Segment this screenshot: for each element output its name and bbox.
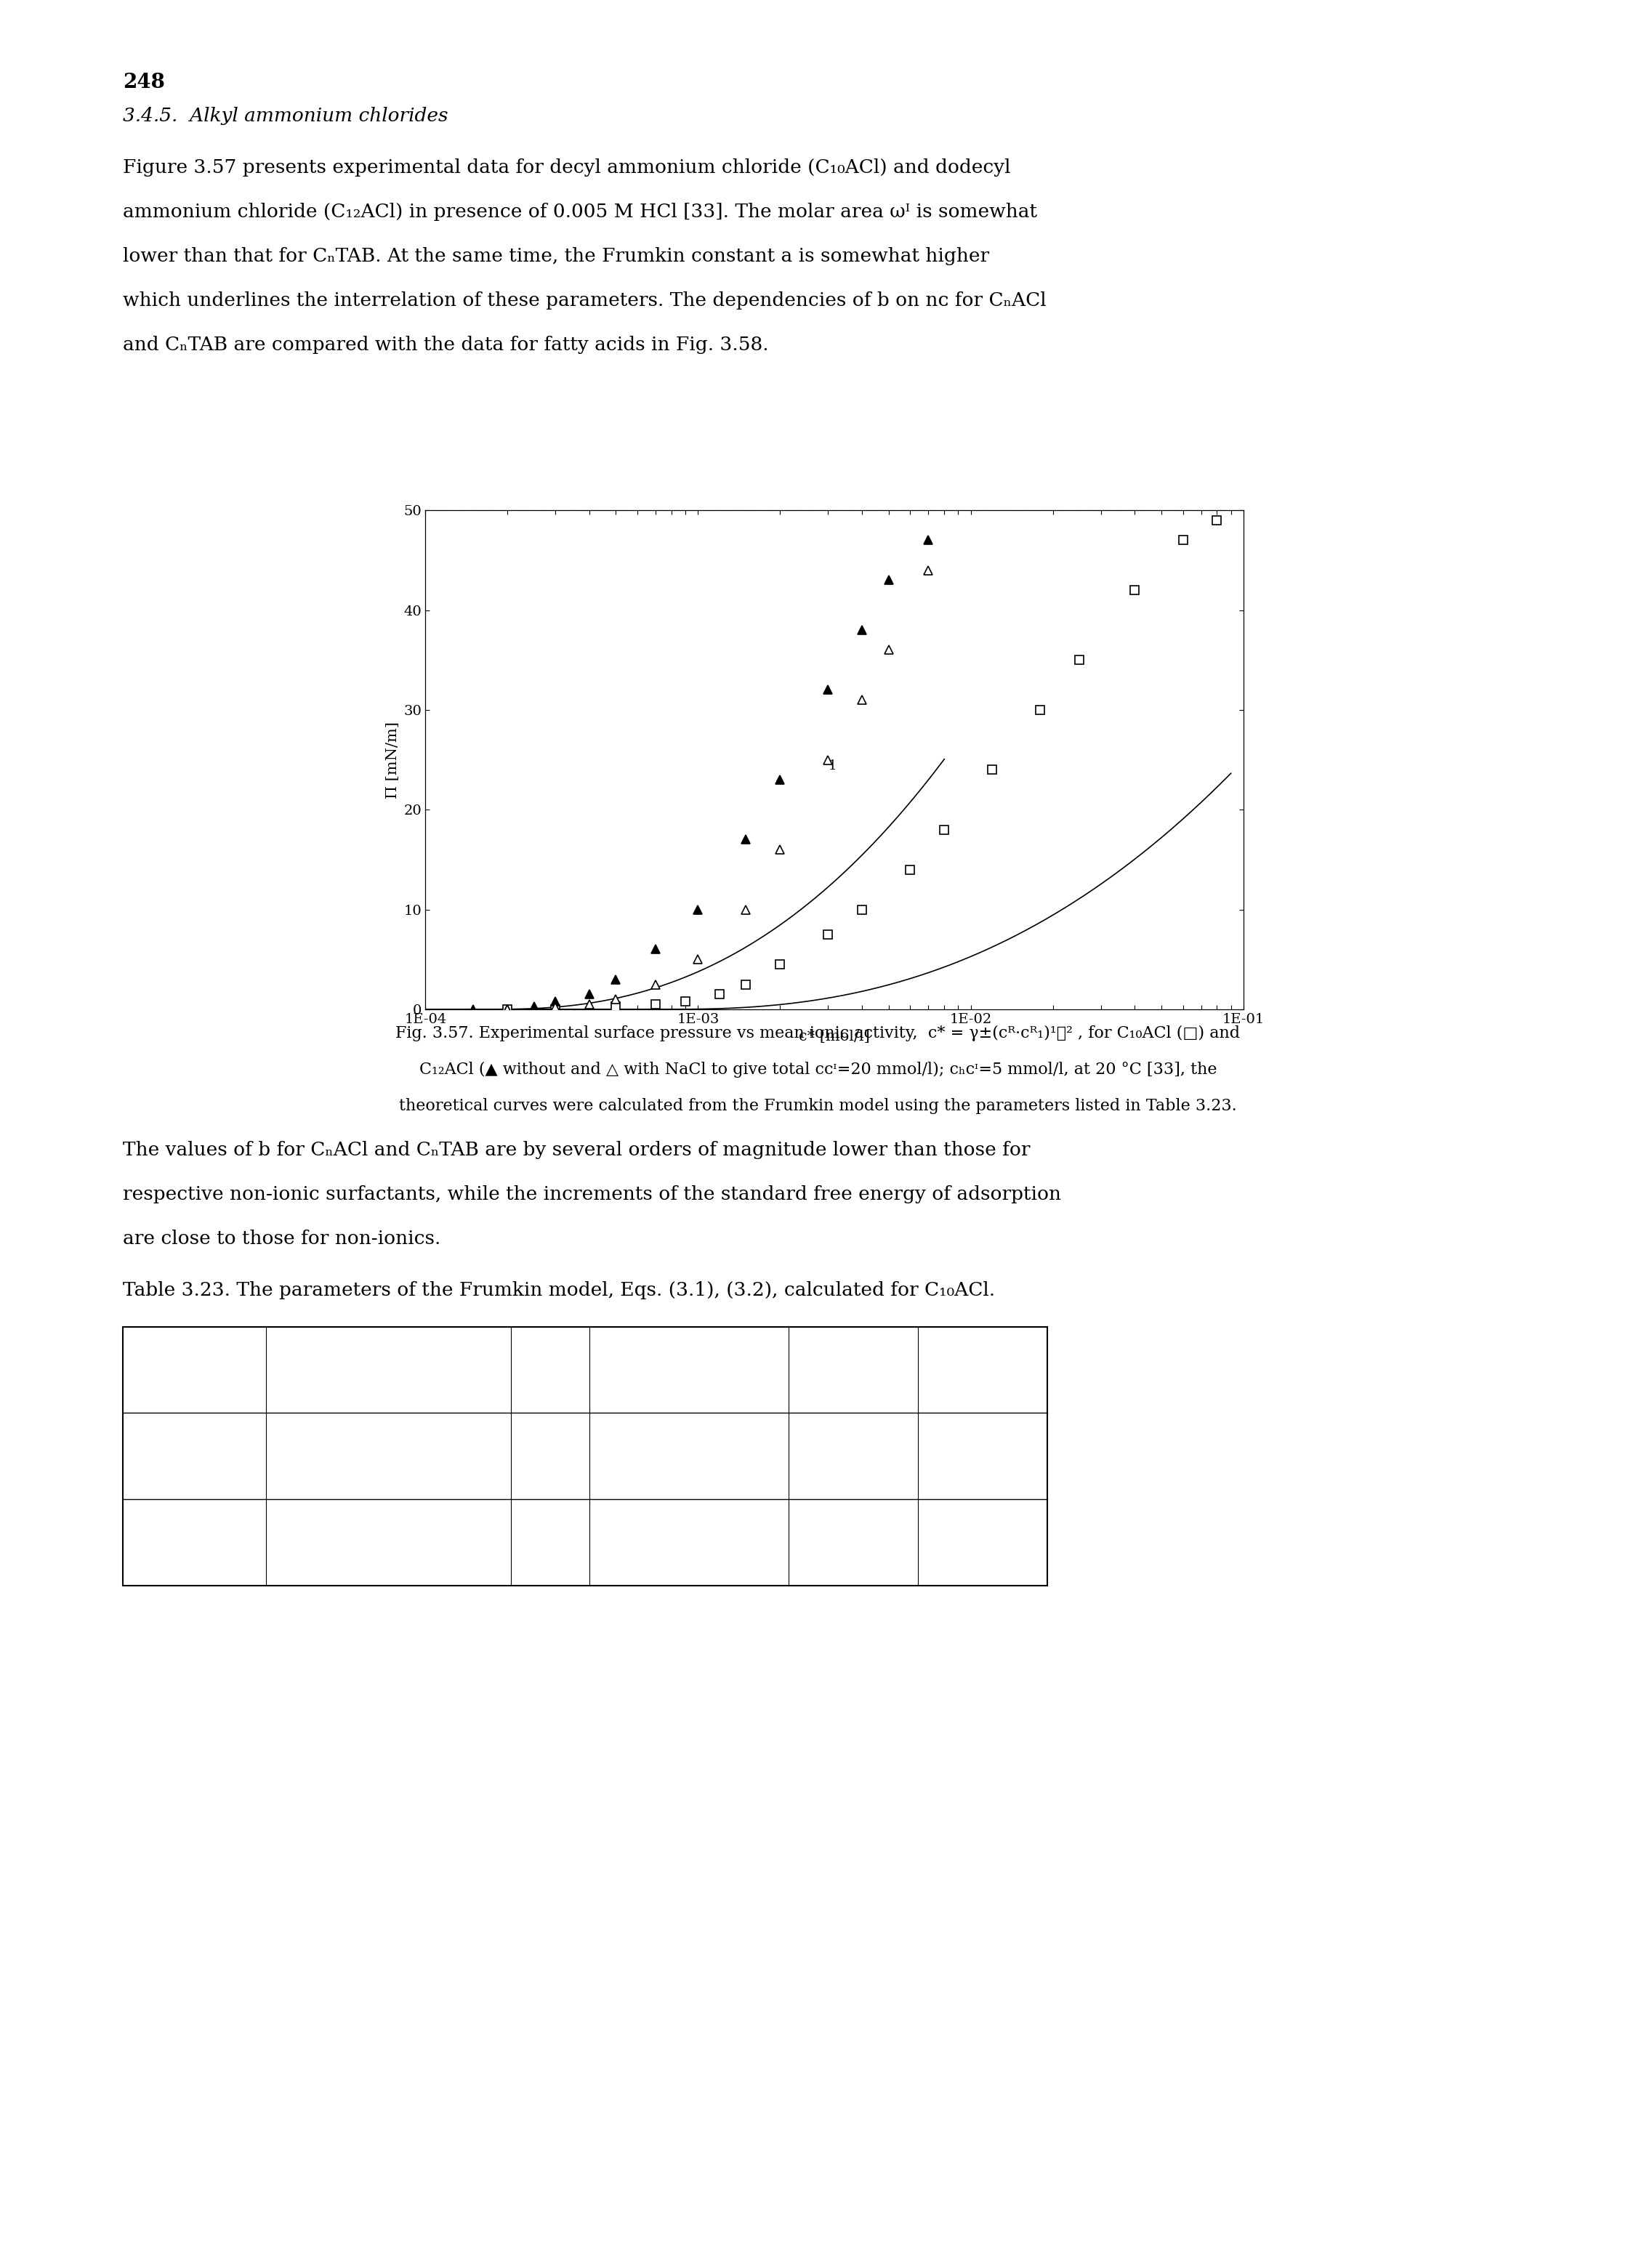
- Text: lower than that for CₙTAB. At the same time, the Frumkin constant a is somewhat : lower than that for CₙTAB. At the same t…: [123, 247, 990, 265]
- Text: 9.31·10¹: 9.31·10¹: [602, 1533, 679, 1551]
- Text: 33: 33: [931, 1447, 954, 1465]
- Text: 33: 33: [931, 1533, 954, 1551]
- Text: ωᴵ, 10⁵ m²/mol: ωᴵ, 10⁵ m²/mol: [280, 1361, 411, 1379]
- Text: theoretical curves were calculated from the Frumkin model using the parameters l: theoretical curves were calculated from …: [399, 1098, 1237, 1114]
- Text: A: A: [524, 1361, 537, 1379]
- Text: C₁₂ACl (▲ without and △ with NaCl to give total cᴄᶦ=20 mmol/l); cₕᴄᶦ=5 mmol/l, a: C₁₂ACl (▲ without and △ with NaCl to giv…: [419, 1061, 1217, 1077]
- Y-axis label: Π [mN/m]: Π [mN/m]: [386, 721, 399, 798]
- Text: are close to those for non-ionics.: are close to those for non-ionics.: [123, 1229, 440, 1247]
- X-axis label: c* [mol/l]: c* [mol/l]: [798, 1030, 870, 1043]
- Text: Fig. 3.57. Experimental surface pressure vs mean ionic activity,  c* = γ±(cᴿ·cᴿ₁: Fig. 3.57. Experimental surface pressure…: [396, 1025, 1240, 1041]
- Text: 248: 248: [123, 73, 165, 93]
- FancyBboxPatch shape: [123, 1327, 1047, 1585]
- Text: Table 3.23. The parameters of the Frumkin model, Eqs. (3.1), (3.2), calculated f: Table 3.23. The parameters of the Frumki…: [123, 1281, 995, 1300]
- Text: and CₙTAB are compared with the data for fatty acids in Fig. 3.58.: and CₙTAB are compared with the data for…: [123, 336, 769, 354]
- Text: Figure 3.57 presents experimental data for decyl ammonium chloride (C₁₀ACl) and : Figure 3.57 presents experimental data f…: [123, 159, 1011, 177]
- Text: 3.4.5.  Alkyl ammonium chlorides: 3.4.5. Alkyl ammonium chlorides: [123, 107, 448, 125]
- Text: ε,%: ε,%: [802, 1361, 834, 1379]
- Text: 1.25: 1.25: [524, 1447, 564, 1465]
- Text: b, l/mol: b, l/mol: [602, 1361, 672, 1379]
- Text: C₁₂ACl: C₁₂ACl: [136, 1533, 196, 1551]
- Text: CₙAcl: CₙAcl: [136, 1361, 187, 1379]
- Text: 3.4: 3.4: [802, 1447, 829, 1465]
- Text: which underlines the interrelation of these parameters. The dependencies of b on: which underlines the interrelation of th…: [123, 290, 1045, 311]
- Text: 1.16: 1.16: [280, 1533, 319, 1551]
- Text: C₁₀ACl: C₁₀ACl: [136, 1447, 196, 1465]
- Text: 3.72·10¹: 3.72·10¹: [602, 1447, 679, 1465]
- Text: ammonium chloride (C₁₂ACl) in presence of 0.005 M HCl [33]. The molar area ωᴵ is: ammonium chloride (C₁₂ACl) in presence o…: [123, 204, 1037, 222]
- Text: The values of b for CₙACl and CₙTAB are by several orders of magnitude lower tha: The values of b for CₙACl and CₙTAB are …: [123, 1141, 1031, 1159]
- Text: respective non-ionic surfactants, while the increments of the standard free ener: respective non-ionic surfactants, while …: [123, 1184, 1062, 1204]
- Text: Ref.: Ref.: [931, 1361, 967, 1379]
- Text: 1: 1: [828, 760, 836, 773]
- Text: 1.7: 1.7: [524, 1533, 553, 1551]
- Text: 3.9: 3.9: [802, 1533, 829, 1551]
- Text: 1.18: 1.18: [280, 1447, 319, 1465]
